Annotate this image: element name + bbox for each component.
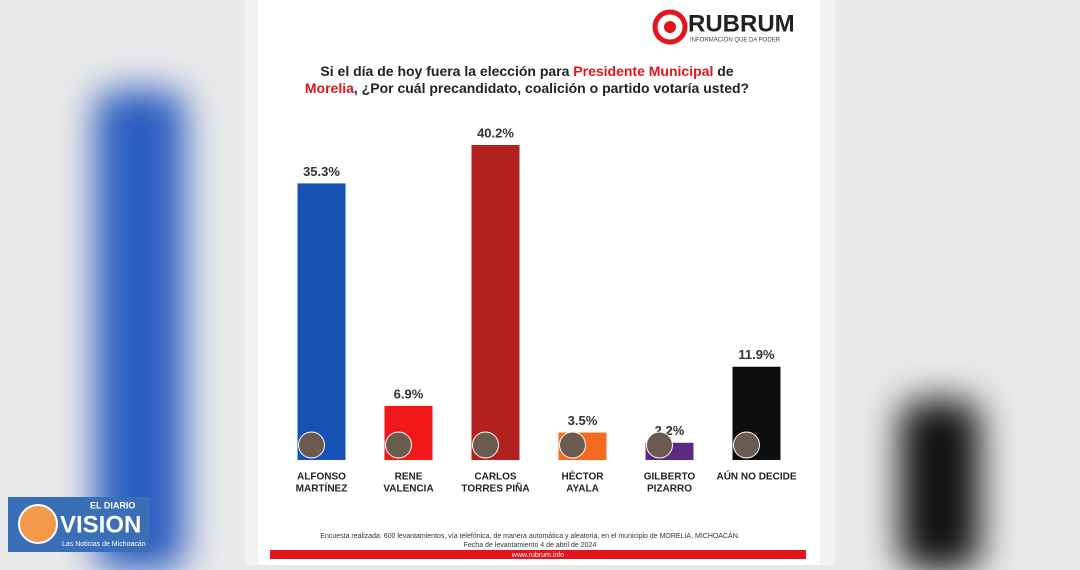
avatar xyxy=(298,431,325,459)
x-tick-label: AÚN NO DECIDE xyxy=(716,470,796,483)
avatar xyxy=(733,431,760,459)
logo-ring xyxy=(652,9,688,45)
x-tick-label: VALENCIA xyxy=(383,484,433,495)
avatar xyxy=(385,431,412,459)
x-tick-label: RENE xyxy=(395,472,423,483)
avatar xyxy=(559,431,586,459)
title-part: Morelia xyxy=(305,80,354,96)
value-label: 35.3% xyxy=(303,164,340,179)
x-tick-label: HÉCTOR xyxy=(561,470,604,483)
chart-title: Morelia, ¿Por cuál precandidato, coalici… xyxy=(305,80,749,96)
title-part: , ¿Por cuál precandidato, coalición o pa… xyxy=(354,80,749,96)
footnote: Encuesta realizada: 600 levantamientos, … xyxy=(320,531,739,540)
bar xyxy=(297,183,346,461)
x-tick-label: AYALA xyxy=(566,484,599,495)
watermark-logo xyxy=(18,504,58,544)
avatar xyxy=(646,431,673,459)
x-tick-label: PIZARRO xyxy=(647,484,692,495)
title-part: Presidente Municipal xyxy=(573,63,713,79)
bar xyxy=(471,145,520,460)
x-tick-label: CARLOS xyxy=(474,472,517,483)
background-blur xyxy=(900,400,980,570)
value-label: 40.2% xyxy=(477,125,514,140)
footnote: Fecha de levantamiento 4 de abril de 202… xyxy=(464,542,597,549)
brand-tagline: INFORMACIÓN QUE DA PODER xyxy=(690,37,781,44)
watermark: VISION xyxy=(60,511,141,538)
title-part: de xyxy=(713,63,733,79)
x-tick-label: MARTÍNEZ xyxy=(296,482,348,495)
value-label: 3.5% xyxy=(568,413,598,428)
x-tick-label: GILBERTO xyxy=(644,472,696,483)
watermark: EL DIARIO xyxy=(90,500,135,510)
value-label: 6.9% xyxy=(394,386,424,401)
website: www.rubrum.info xyxy=(511,552,564,559)
brand: RUBRUM xyxy=(688,10,795,37)
watermark: Las Noticias de Michoacán xyxy=(62,541,146,548)
footer-band xyxy=(270,550,806,559)
x-tick-label: TORRES PIÑA xyxy=(461,482,529,495)
x-tick-label: ALFONSO xyxy=(297,472,346,483)
logo-dot xyxy=(664,21,676,33)
avatar xyxy=(472,431,499,459)
card xyxy=(258,0,820,565)
background-blur xyxy=(95,90,185,570)
chart-title: Si el día de hoy fuera la elección para … xyxy=(320,63,733,79)
value-label: 11.9% xyxy=(738,347,775,362)
title-part: Si el día de hoy fuera la elección para xyxy=(320,63,573,79)
